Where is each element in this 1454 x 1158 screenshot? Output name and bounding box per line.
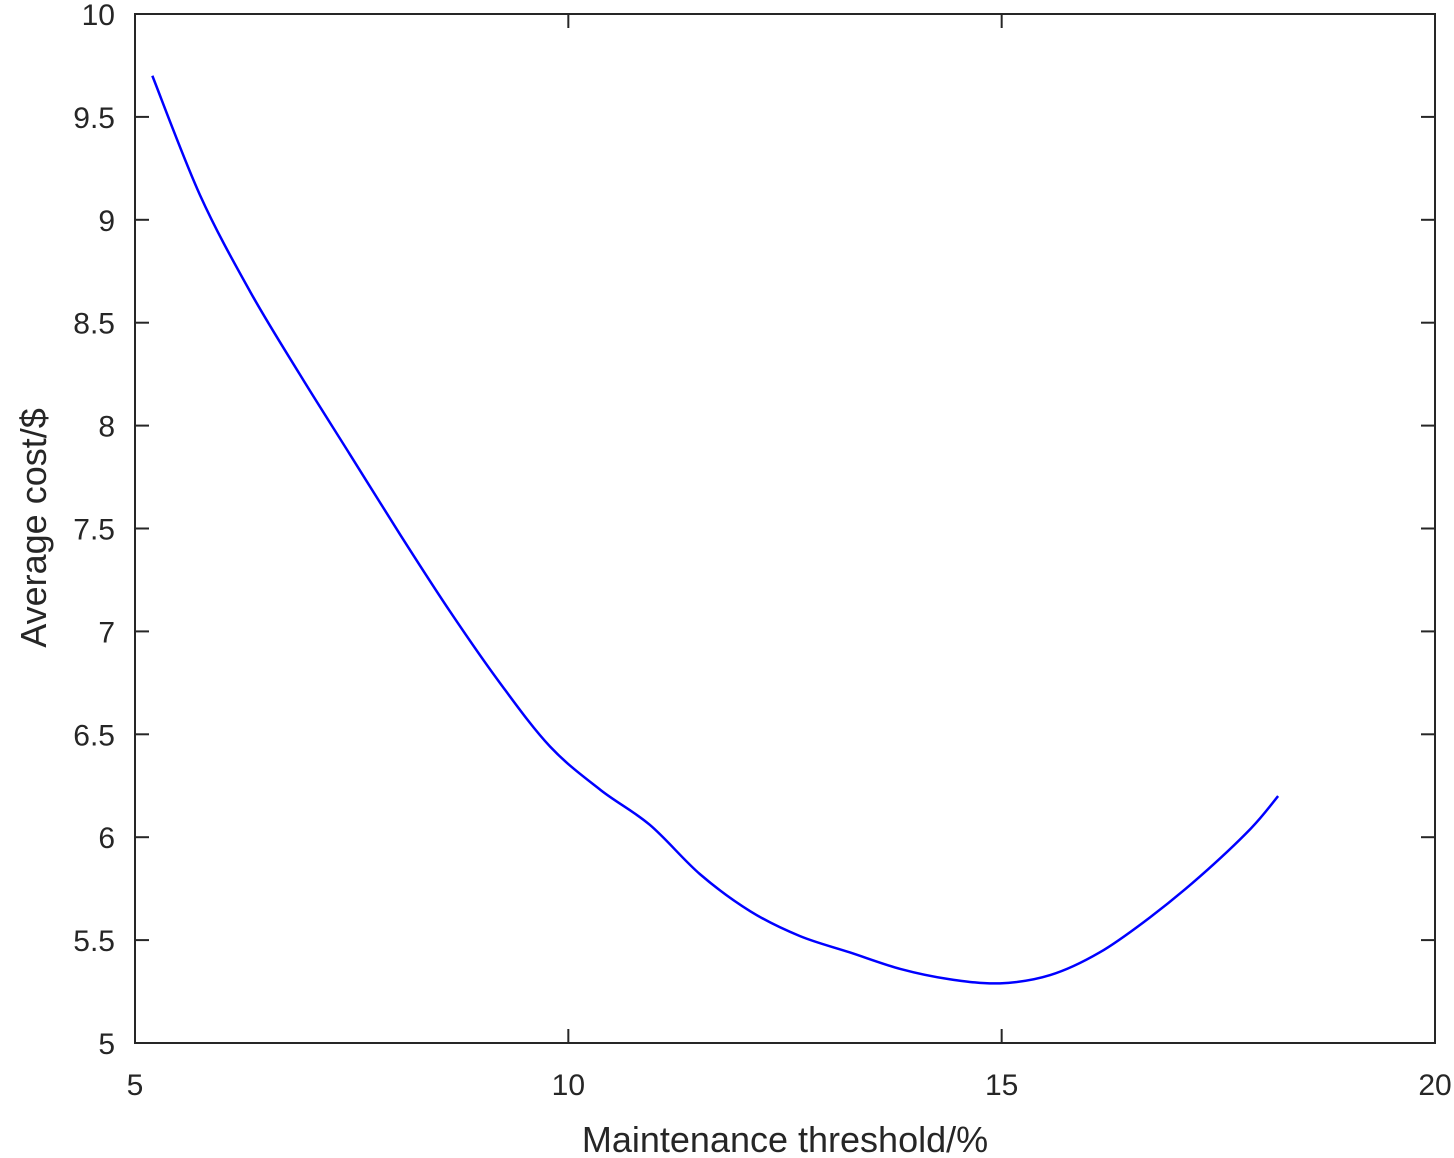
y-tick-label: 6 <box>98 822 115 855</box>
plot-frame <box>134 13 1436 1044</box>
line-series <box>151 75 1280 985</box>
y-tick-label: 7 <box>98 616 115 649</box>
y-axis-title: Average cost/$ <box>13 408 54 647</box>
x-tick-label: 20 <box>1418 1069 1451 1102</box>
x-tick-label: 10 <box>552 1069 585 1102</box>
y-tick-label: 9 <box>98 205 115 238</box>
x-axis-title: Maintenance threshold/% <box>582 1119 988 1158</box>
y-tick-label: 5 <box>98 1028 115 1061</box>
x-tick-label: 5 <box>127 1069 144 1102</box>
x-tick-label: 15 <box>985 1069 1018 1102</box>
y-tick-label: 7.5 <box>73 514 115 547</box>
y-tick-label: 5.5 <box>73 925 115 958</box>
y-tick-label: 9.5 <box>73 102 115 135</box>
y-tick-label: 6.5 <box>73 719 115 752</box>
y-tick-label: 10 <box>82 0 115 32</box>
y-tick-label: 8.5 <box>73 308 115 341</box>
y-tick-label: 8 <box>98 411 115 444</box>
